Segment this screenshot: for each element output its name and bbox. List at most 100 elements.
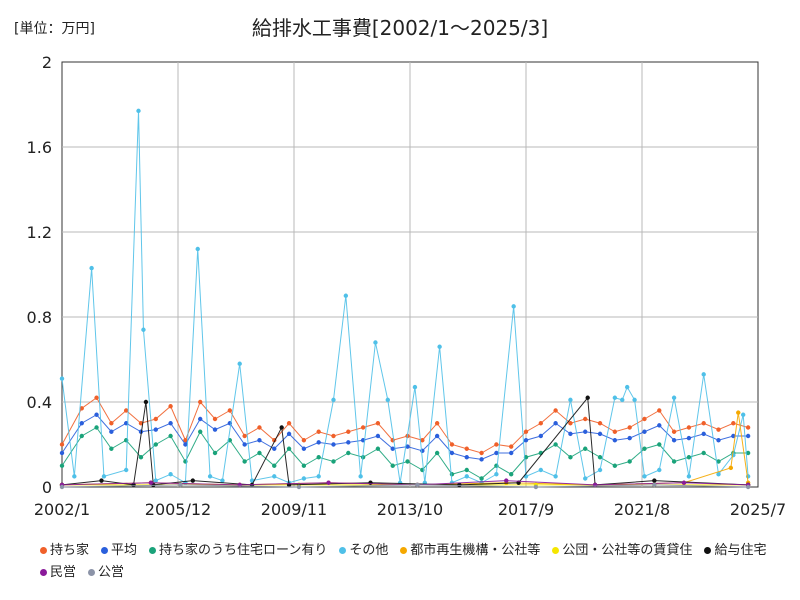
- data-point: [301, 476, 307, 481]
- data-point: [642, 446, 647, 451]
- data-point: [390, 463, 395, 468]
- data-point: [136, 108, 141, 114]
- data-point: [657, 467, 662, 473]
- data-point: [331, 397, 336, 403]
- data-point: [731, 452, 736, 458]
- data-point: [681, 480, 687, 485]
- legend: 持ち家 平均 持ち家のうち住宅ローン有り その他 都市再生機構・公社等 公団・公社等の賃貸…: [40, 540, 780, 584]
- data-point: [464, 467, 469, 473]
- data-point: [94, 425, 99, 430]
- data-point: [212, 427, 218, 432]
- data-point: [420, 448, 425, 454]
- data-point: [612, 463, 618, 468]
- y-tick-label: 0.8: [27, 308, 52, 327]
- data-point: [731, 433, 736, 439]
- data-point: [612, 395, 618, 400]
- data-point: [405, 459, 410, 464]
- data-point: [671, 438, 677, 443]
- data-point: [553, 442, 558, 447]
- data-point: [597, 431, 603, 437]
- x-tick-label: 2025/7: [730, 500, 786, 519]
- data-point: [168, 421, 173, 426]
- legend-marker: [40, 547, 47, 554]
- data-point: [212, 450, 218, 456]
- data-point: [686, 474, 692, 479]
- data-point: [257, 425, 262, 430]
- data-point: [286, 446, 292, 451]
- x-tick-label: 2013/10: [377, 500, 443, 519]
- data-point: [94, 412, 99, 417]
- data-point: [686, 435, 692, 441]
- legend-label: 持ち家: [50, 543, 90, 558]
- data-point: [538, 421, 544, 426]
- data-point: [89, 265, 94, 271]
- data-point: [434, 433, 440, 439]
- data-point: [612, 438, 618, 443]
- data-point: [620, 397, 625, 403]
- data-point: [242, 442, 247, 447]
- data-point: [671, 429, 677, 434]
- data-point: [508, 472, 514, 477]
- data-point: [257, 450, 262, 456]
- data-point: [583, 416, 588, 422]
- y-tick-label: 0.4: [27, 393, 52, 412]
- legend-marker: [400, 547, 408, 554]
- data-point: [624, 384, 630, 390]
- data-point: [657, 442, 662, 447]
- legend-label: 公団・公社等の賃貸住: [562, 543, 693, 558]
- data-point: [449, 442, 455, 447]
- data-point: [346, 440, 351, 445]
- data-point: [331, 433, 336, 439]
- data-point: [671, 395, 677, 400]
- data-point: [326, 480, 331, 485]
- data-point: [316, 455, 321, 460]
- chart-title: 給排水工事費[2002/1～2025/3]: [251, 16, 549, 40]
- data-point: [434, 421, 440, 426]
- data-point: [464, 474, 469, 479]
- data-point: [449, 472, 455, 477]
- data-point: [375, 421, 381, 426]
- data-point: [286, 421, 292, 426]
- data-point: [583, 446, 588, 451]
- data-point: [533, 484, 539, 490]
- data-point: [79, 406, 84, 411]
- data-point: [272, 446, 277, 451]
- data-point: [538, 467, 544, 473]
- data-point: [597, 455, 603, 460]
- data-point: [72, 474, 77, 479]
- data-point: [508, 444, 514, 449]
- data-point: [272, 474, 277, 479]
- data-point: [183, 442, 188, 447]
- data-point: [583, 476, 588, 481]
- data-point: [123, 408, 129, 413]
- data-point: [272, 463, 277, 468]
- legend-marker: [40, 569, 47, 576]
- data-point: [331, 442, 336, 447]
- data-point: [568, 421, 573, 426]
- legend-label: 平均: [111, 543, 138, 558]
- data-point: [553, 474, 558, 479]
- data-point: [745, 433, 751, 439]
- legend-marker: [88, 569, 96, 576]
- data-point: [168, 404, 173, 409]
- data-point: [220, 478, 225, 483]
- x-tick-label: 2021/8: [614, 500, 670, 519]
- data-point: [568, 455, 573, 460]
- data-point: [479, 476, 484, 481]
- data-point: [553, 408, 558, 413]
- x-tick-label: 2017/9: [498, 500, 554, 519]
- data-point: [479, 450, 484, 456]
- data-point: [657, 408, 662, 413]
- data-point: [237, 361, 242, 366]
- data-point: [178, 482, 183, 488]
- data-point: [701, 421, 706, 426]
- data-point: [301, 446, 307, 451]
- legend-label: 民営: [50, 565, 77, 580]
- legend-item: 民営: [40, 562, 76, 584]
- data-point: [553, 421, 558, 426]
- data-point: [745, 450, 751, 456]
- data-point: [373, 340, 378, 345]
- legend-item: 持ち家: [40, 540, 89, 562]
- data-point: [101, 474, 107, 479]
